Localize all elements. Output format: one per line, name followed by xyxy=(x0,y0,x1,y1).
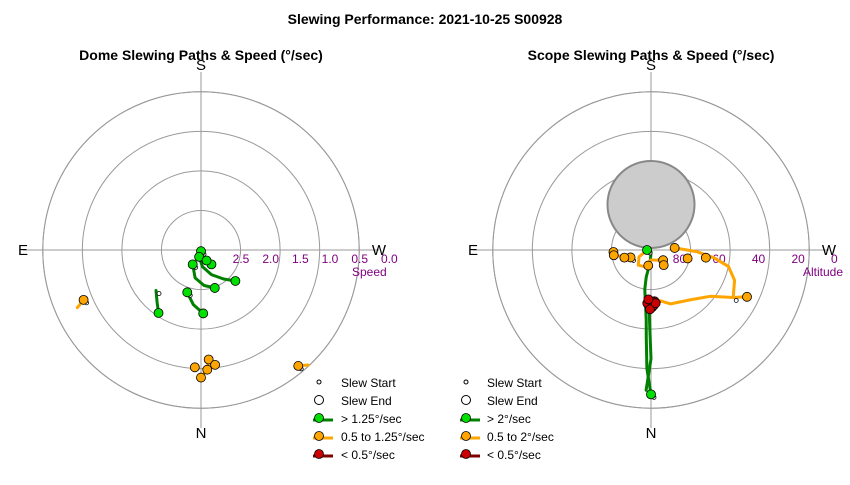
speed-point-fast xyxy=(182,287,193,298)
legend-label: Slew End xyxy=(487,394,538,408)
speed-point-medium xyxy=(619,252,630,263)
direction-label-left: E xyxy=(468,242,478,259)
speed-point-medium xyxy=(658,260,669,271)
legend: Slew Start Slew End > 2°/sec 0.5 to 2°/sec <… xyxy=(460,376,554,462)
chart-title: Dome Slewing Paths & Speed (°/sec) xyxy=(79,47,323,63)
legend-symbol-marker-medium xyxy=(461,431,471,441)
slew-path-fast xyxy=(644,303,653,392)
direction-label-left: E xyxy=(18,242,28,259)
radial-tick-label: 0.0 xyxy=(381,252,398,266)
scope-polar-chart: Scope Slewing Paths & Speed (°/sec)S N E W 8… xyxy=(460,47,843,462)
speed-point-medium xyxy=(202,364,213,375)
direction-label-top: S xyxy=(196,57,206,74)
radial-tick-label: 0.5 xyxy=(351,252,368,266)
radial-tick-label: 20 xyxy=(791,252,805,266)
legend-symbol-marker-slow xyxy=(461,449,471,459)
dome-polar-chart: Dome Slewing Paths & Speed (°/sec)S N E W 2.… xyxy=(18,47,425,462)
sun-disk xyxy=(606,160,696,250)
radial-tick-label: 1.5 xyxy=(292,252,309,266)
legend-symbol-marker-fast xyxy=(314,413,324,423)
legend-symbol-start xyxy=(463,379,469,385)
speed-point-medium xyxy=(682,253,693,264)
slew-path-medium xyxy=(653,294,749,306)
speed-point-fast xyxy=(646,389,656,400)
speed-point-medium xyxy=(742,291,752,302)
radial-tick-label: 2.0 xyxy=(262,252,279,266)
direction-label-top: S xyxy=(646,57,656,74)
direction-label-bottom: N xyxy=(646,425,657,442)
speed-point-fast xyxy=(201,255,212,266)
speed-point-medium xyxy=(608,250,619,261)
legend-symbol-marker-fast xyxy=(461,413,471,423)
slew-path-fast xyxy=(191,262,217,290)
legend-label: 0.5 to 1.25°/sec xyxy=(341,430,425,444)
speed-point-medium xyxy=(700,252,711,263)
speed-point-fast xyxy=(230,276,241,286)
chart-title: Scope Slewing Paths & Speed (°/sec) xyxy=(528,47,775,63)
legend-symbol-marker-medium xyxy=(314,431,324,441)
slew-path-fast xyxy=(197,255,237,283)
speed-point-fast xyxy=(642,245,652,255)
legend-symbol-start xyxy=(316,379,322,385)
legend-label: < 0.5°/sec xyxy=(341,448,395,462)
radial-tick-label: 2.5 xyxy=(233,252,250,266)
slew-start-marker xyxy=(156,291,162,296)
radial-tick-label: 0 xyxy=(831,252,838,266)
speed-point-fast xyxy=(198,308,209,319)
slew-start-marker xyxy=(733,298,739,303)
speed-point-slow xyxy=(643,294,654,305)
speed-point-slow xyxy=(645,304,655,315)
speed-point-medium xyxy=(669,243,680,253)
speed-point-medium xyxy=(203,354,214,365)
speed-point-fast xyxy=(209,283,220,293)
legend-label: Slew Start xyxy=(487,376,542,390)
legend: Slew Start Slew End > 1.25°/sec 0.5 to 1.25… xyxy=(313,376,425,462)
legend-label: > 1.25°/sec xyxy=(341,412,402,426)
legend-label: Slew Start xyxy=(341,376,396,390)
speed-point-medium xyxy=(210,359,221,370)
legend-label: 0.5 to 2°/sec xyxy=(487,430,554,444)
slew-path-medium xyxy=(673,246,737,299)
speed-point-fast xyxy=(153,308,164,318)
speed-point-fast xyxy=(187,259,198,270)
radial-tick-label: 1.0 xyxy=(322,252,339,266)
radial-tick-label: 40 xyxy=(752,252,766,266)
legend-symbol-marker-slow xyxy=(314,449,324,459)
legend-symbol-end xyxy=(461,395,471,405)
speed-point-medium xyxy=(78,294,89,305)
speed-point-medium xyxy=(196,372,206,383)
speed-point-medium xyxy=(293,361,304,371)
legend-label: < 0.5°/sec xyxy=(487,448,541,462)
speed-point-medium xyxy=(189,362,200,373)
radial-axis-label: Speed xyxy=(352,265,387,279)
direction-label-right: W xyxy=(372,242,387,259)
radial-axis-label: Altitude xyxy=(803,265,843,279)
legend-label: > 2°/sec xyxy=(487,412,531,426)
figure-title: Slewing Performance: 2021-10-25 S00928 xyxy=(288,11,563,27)
direction-label-right: W xyxy=(822,242,837,259)
radial-tick-label: 80 xyxy=(673,252,687,266)
speed-point-medium xyxy=(643,260,654,271)
direction-label-bottom: N xyxy=(196,425,207,442)
legend-label: Slew End xyxy=(341,394,392,408)
legend-symbol-end xyxy=(314,395,324,405)
